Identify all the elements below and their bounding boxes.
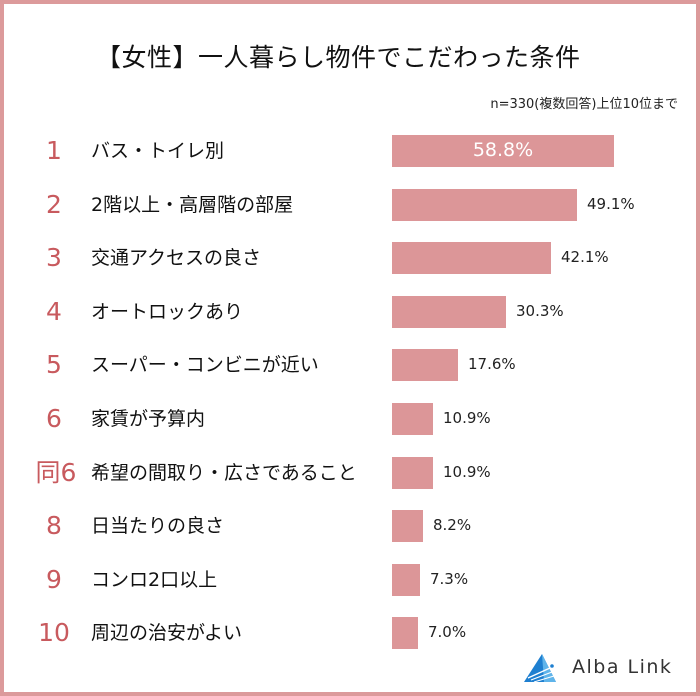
percentage-value: 10.9%	[443, 409, 491, 427]
percentage-value: 17.6%	[468, 355, 516, 374]
rank-number: 4	[46, 296, 62, 326]
ranking-row: 同6 希望の間取り・広さであること 10.9%	[0, 456, 700, 490]
ranking-row: 10 周辺の治安がよい 7.0%	[0, 616, 700, 650]
percentage-value: 7.3%	[430, 569, 469, 588]
rank-number: 6	[46, 404, 62, 433]
condition-label: 日当たりの良さ	[91, 515, 225, 538]
condition-label: 交通アクセスの良さ	[91, 247, 262, 270]
rank-number: 9	[46, 564, 62, 594]
percentage-bar	[392, 135, 614, 167]
rank-number: 1	[46, 136, 62, 165]
percentage-bar	[392, 295, 506, 328]
ranking-row: 9 コンロ2口以上 7.3%	[0, 563, 700, 597]
rank-number: 5	[46, 350, 62, 380]
percentage-bar	[392, 403, 433, 435]
sample-size-note: n=330(複数回答)上位10位まで	[490, 97, 678, 112]
percentage-value: 30.3%	[516, 301, 564, 320]
condition-label: 家賃が予算内	[91, 408, 206, 430]
percentage-value: 58.8%	[472, 139, 534, 161]
condition-label: 希望の間取り・広さであること	[91, 461, 357, 484]
alba-link-logo: Alba Link	[524, 652, 694, 686]
alba-link-triangle-icon	[524, 654, 556, 683]
ranking-row: 8 日当たりの良さ 8.2%	[0, 509, 700, 543]
percentage-bar	[392, 456, 433, 489]
percentage-bar	[392, 510, 423, 543]
rank-number: 3	[46, 243, 62, 273]
ranking-row: 5 スーパー・コンビニが近い 17.6%	[0, 348, 700, 382]
percentage-bar	[392, 563, 420, 596]
condition-label: オートロックあり	[91, 300, 244, 323]
percentage-bar	[392, 349, 458, 382]
rank-number: 2	[46, 189, 62, 219]
condition-label: バス・トイレ別	[91, 140, 225, 162]
percentage-value: 10.9%	[443, 462, 491, 481]
percentage-bar	[392, 188, 577, 221]
logo-text: Alba Link	[572, 656, 673, 678]
ranking-row: 3 交通アクセスの良さ 42.1%	[0, 241, 700, 275]
condition-label: コンロ2口以上	[91, 568, 218, 591]
percentage-value: 42.1%	[561, 248, 609, 267]
percentage-value: 49.1%	[587, 194, 635, 213]
rank-number: 同6	[35, 457, 77, 487]
percentage-bar	[392, 617, 418, 650]
condition-label: スーパー・コンビニが近い	[91, 354, 319, 377]
condition-label: 周辺の治安がよい	[91, 622, 243, 645]
ranking-row: 6 家賃が予算内 10.9%	[0, 402, 700, 436]
condition-label: 2階以上・高層階の部屋	[91, 193, 294, 216]
percentage-value: 7.0%	[428, 623, 467, 642]
ranking-row: 1 バス・トイレ別 58.8%	[0, 134, 700, 168]
rank-number: 8	[46, 511, 62, 541]
ranking-row: 4 オートロックあり 30.3%	[0, 295, 700, 329]
rank-number: 10	[38, 618, 70, 648]
percentage-bar	[392, 242, 551, 275]
ranking-row: 2 2階以上・高層階の部屋 49.1%	[0, 188, 700, 222]
percentage-value: 8.2%	[433, 516, 472, 535]
chart-title: 【女性】一人暮らし物件でこだわった条件	[96, 43, 581, 72]
